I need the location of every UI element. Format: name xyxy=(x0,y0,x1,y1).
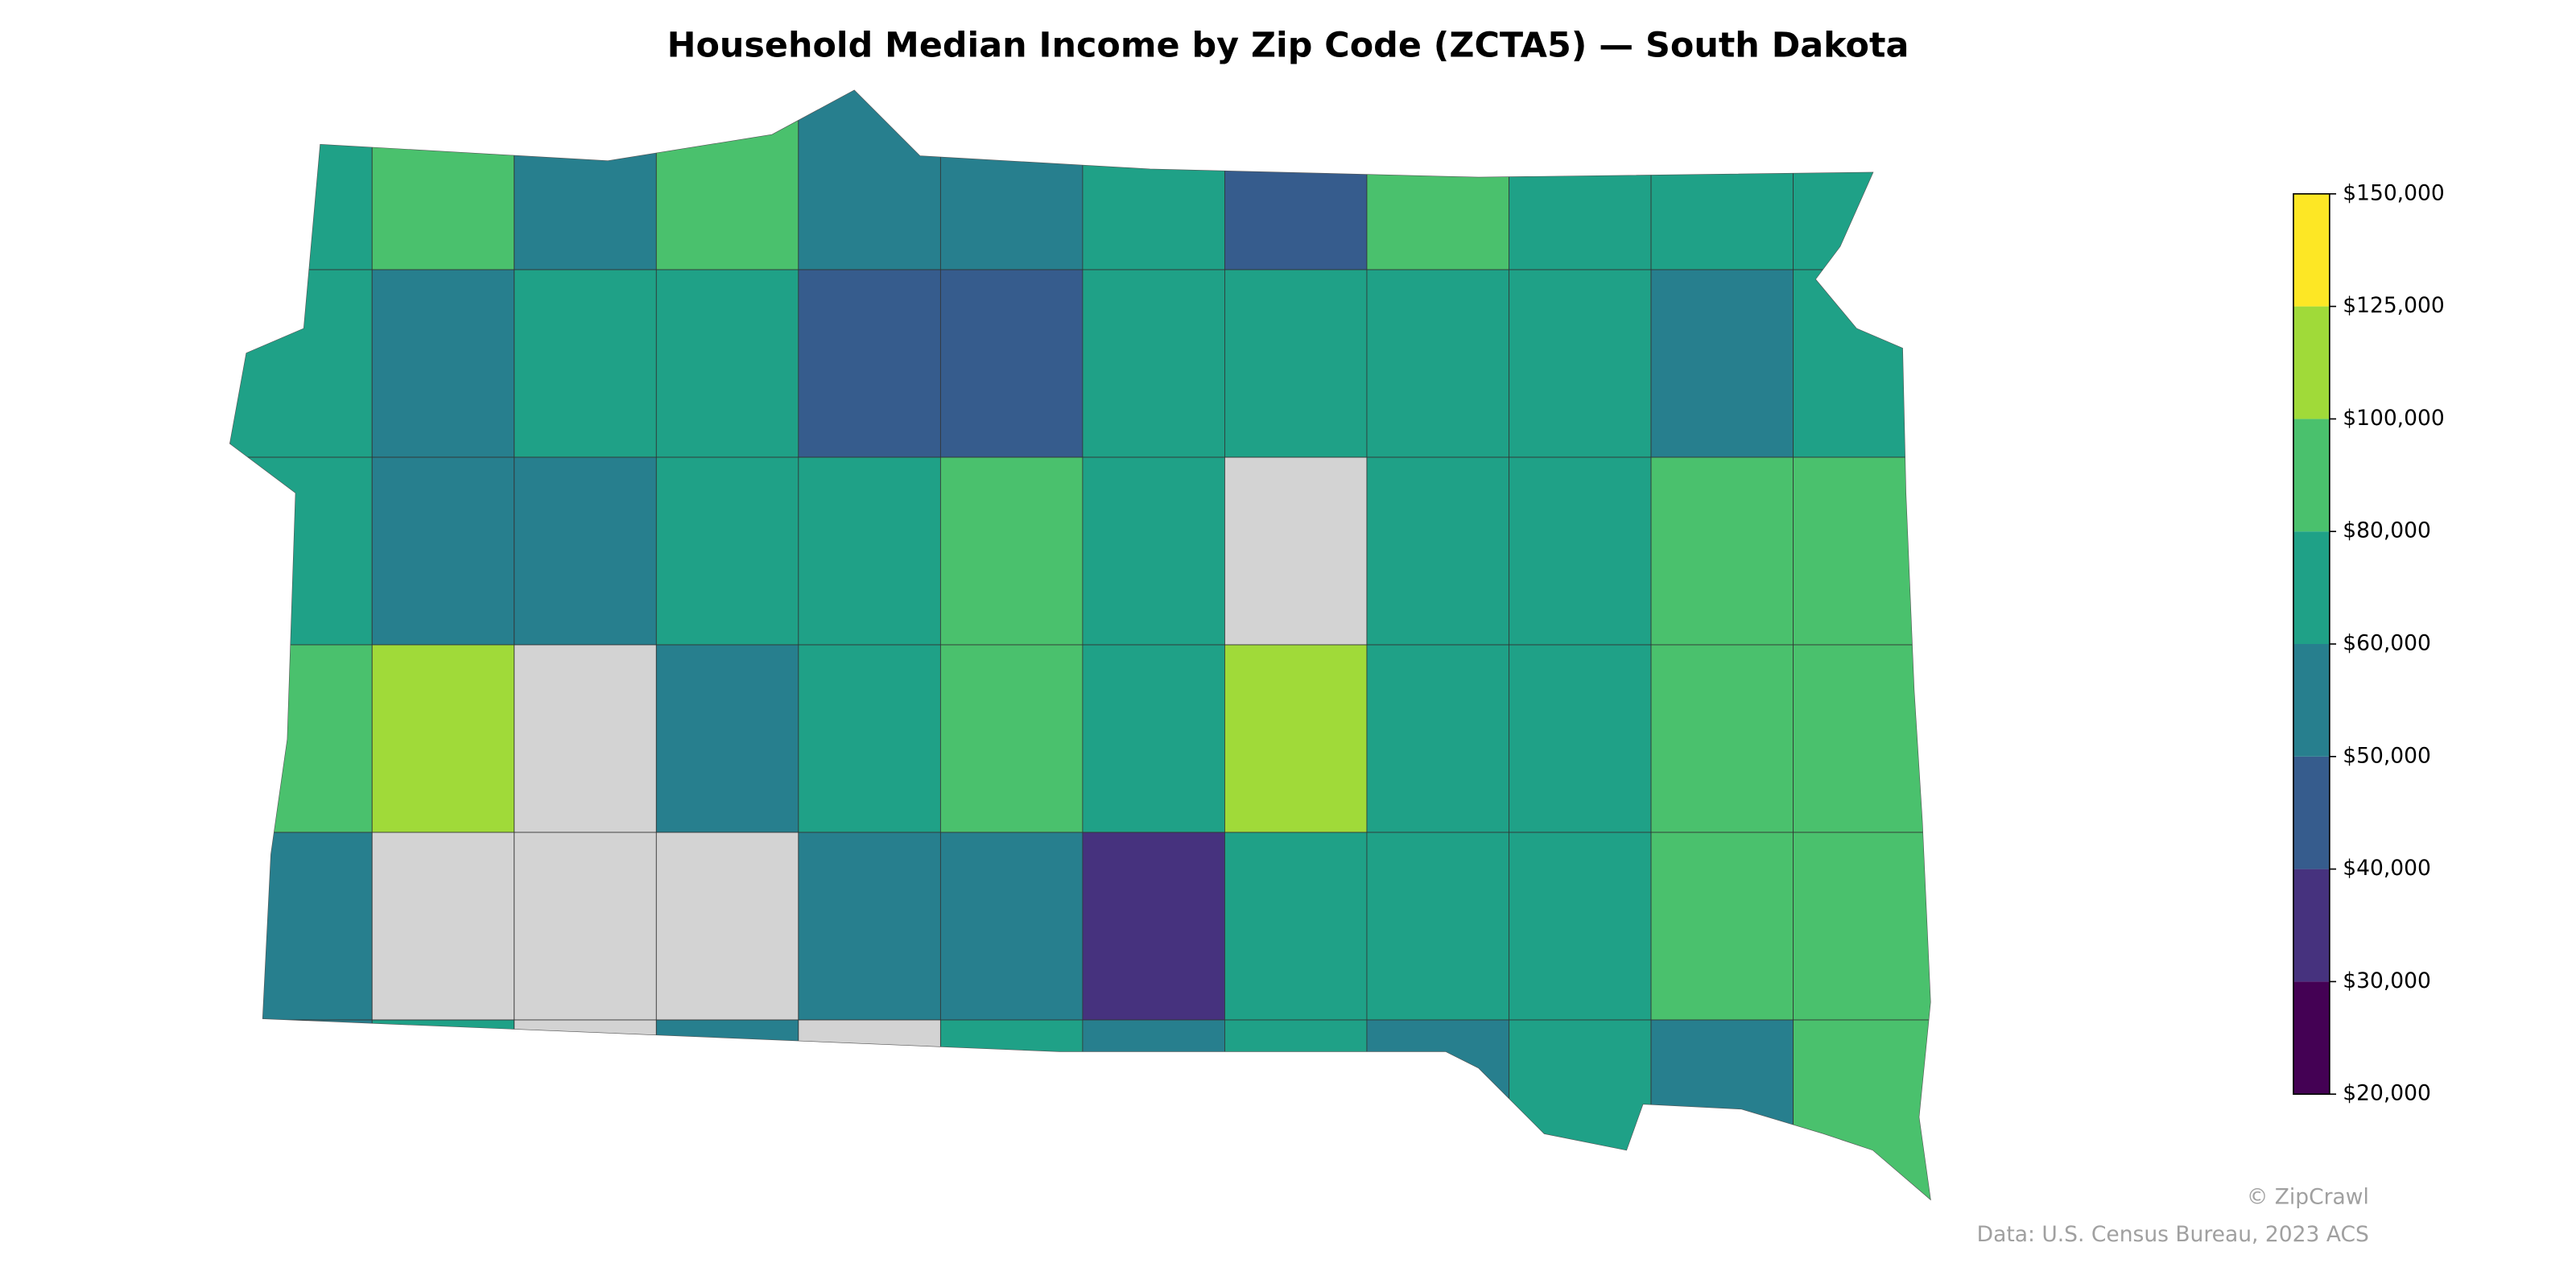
colorbar-tick-label: $40,000 xyxy=(2343,856,2431,881)
colorbar-segment xyxy=(2293,756,2330,869)
zip-region xyxy=(1793,1019,1930,1199)
colorbar-tick-label: $100,000 xyxy=(2343,406,2445,431)
zip-region xyxy=(229,644,373,833)
zip-region xyxy=(371,456,515,646)
zip-region xyxy=(1082,90,1225,270)
chart-title: Household Median Income by Zip Code (ZCT… xyxy=(667,26,1909,66)
zip-region xyxy=(1793,269,1930,458)
zip-region xyxy=(1366,644,1509,833)
no-data-region xyxy=(1224,456,1368,646)
zip-region xyxy=(1509,456,1652,646)
zip-region xyxy=(939,456,1084,646)
zip-region xyxy=(1366,269,1509,458)
zip-region xyxy=(939,269,1084,458)
zip-region xyxy=(939,832,1084,1021)
zip-region xyxy=(1224,644,1368,833)
colorbar-segment xyxy=(2293,306,2330,419)
zip-region xyxy=(655,456,799,646)
colorbar-segment xyxy=(2293,419,2330,532)
colorbar-tick-label: $50,000 xyxy=(2343,743,2431,768)
zip-region xyxy=(1509,832,1652,1021)
zip-region xyxy=(798,644,941,833)
zip-region xyxy=(939,1019,1084,1199)
zip-region xyxy=(229,1019,373,1199)
zip-region xyxy=(1793,644,1930,833)
zip-region xyxy=(1082,269,1225,458)
zip-region xyxy=(371,644,515,833)
zip-region xyxy=(1366,1019,1509,1199)
zip-region xyxy=(514,90,657,270)
zip-region xyxy=(1366,456,1509,646)
colorbar-segment xyxy=(2293,869,2330,982)
colorbar-tick-label: $150,000 xyxy=(2343,180,2445,205)
zip-region xyxy=(371,269,515,458)
no-data-region xyxy=(514,832,657,1021)
zip-region xyxy=(1082,456,1225,646)
colorbar-segment xyxy=(2293,644,2330,757)
no-data-region xyxy=(514,1019,657,1199)
colorbar-tick-label: $60,000 xyxy=(2343,631,2431,656)
zip-region xyxy=(1509,269,1652,458)
zip-region xyxy=(655,90,799,270)
colorbar-segment xyxy=(2293,193,2330,307)
zip-region xyxy=(1793,832,1930,1021)
zip-region xyxy=(371,1019,515,1199)
zip-region xyxy=(1082,832,1225,1021)
no-data-region xyxy=(514,644,657,833)
zip-region xyxy=(655,644,799,833)
no-data-region xyxy=(655,832,799,1021)
colorbar-segment xyxy=(2293,531,2330,644)
zip-region xyxy=(1793,90,1930,270)
zip-region xyxy=(229,90,373,270)
zip-region xyxy=(798,269,941,458)
zip-region xyxy=(1224,269,1368,458)
zip-region xyxy=(229,832,373,1021)
zip-region xyxy=(1082,1019,1225,1199)
colorbar-segment xyxy=(2293,981,2330,1095)
zip-region xyxy=(371,90,515,270)
zip-region xyxy=(514,456,657,646)
zip-region xyxy=(1224,832,1368,1021)
zip-region xyxy=(1509,644,1652,833)
zip-region xyxy=(939,90,1084,270)
zip-region xyxy=(1224,1019,1368,1199)
zip-region xyxy=(798,832,941,1021)
zip-regions xyxy=(229,90,1930,1199)
zip-region xyxy=(655,1019,799,1199)
zip-region xyxy=(1650,90,1794,270)
zip-region xyxy=(1650,644,1794,833)
colorbar-tick-label: $125,000 xyxy=(2343,293,2445,318)
no-data-region xyxy=(371,832,515,1021)
no-data-region xyxy=(798,1019,941,1199)
zip-region xyxy=(655,269,799,458)
zip-region xyxy=(1509,1019,1652,1199)
credit: © ZipCrawl xyxy=(2247,1184,2369,1209)
zip-region xyxy=(1650,1019,1794,1199)
zip-region xyxy=(1650,832,1794,1021)
zip-region xyxy=(798,90,941,270)
zip-region xyxy=(798,456,941,646)
colorbar-tick-label: $80,000 xyxy=(2343,518,2431,543)
zip-region xyxy=(1793,456,1930,646)
colorbar-tick-label: $20,000 xyxy=(2343,1081,2431,1106)
zip-region xyxy=(229,269,373,458)
colorbar-tick-label: $30,000 xyxy=(2343,968,2431,993)
zip-region xyxy=(1366,832,1509,1021)
zip-region xyxy=(1082,644,1225,833)
zip-region xyxy=(1224,90,1368,270)
zip-region xyxy=(514,269,657,458)
zip-region xyxy=(1650,269,1794,458)
zip-region xyxy=(939,644,1084,833)
zip-region xyxy=(1650,456,1794,646)
zip-region xyxy=(229,456,373,646)
source: Data: U.S. Census Bureau, 2023 ACS xyxy=(1977,1222,2369,1247)
colorbar: $20,000 $30,000 $40,000 $50,000 $60,000 $80,0… xyxy=(2293,180,2445,1106)
